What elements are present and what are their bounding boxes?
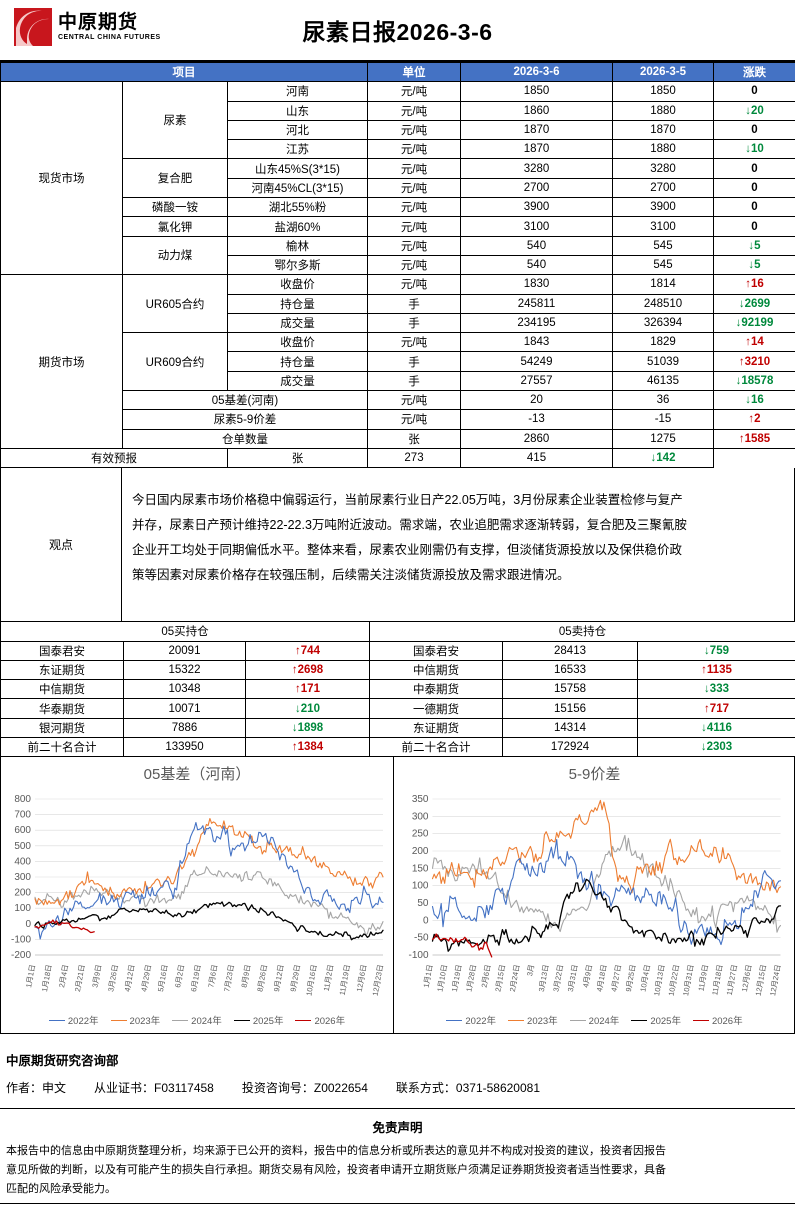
svg-text:800: 800 — [14, 794, 31, 805]
svg-text:1月1日: 1月1日 — [422, 964, 435, 989]
svg-text:10月22日: 10月22日 — [667, 964, 681, 997]
svg-text:300: 300 — [412, 812, 429, 823]
svg-text:250: 250 — [412, 829, 429, 840]
svg-text:0: 0 — [423, 916, 429, 927]
svg-text:9月12日: 9月12日 — [272, 964, 286, 993]
svg-text:50: 50 — [417, 898, 429, 909]
svg-text:11月2日: 11月2日 — [322, 964, 336, 992]
svg-text:3月9日: 3月9日 — [90, 964, 103, 989]
svg-text:400: 400 — [14, 857, 31, 868]
svg-text:-50: -50 — [414, 933, 429, 944]
svg-text:10月16日: 10月16日 — [304, 964, 318, 997]
svg-text:12月24日: 12月24日 — [768, 964, 782, 997]
svg-text:3月: 3月 — [525, 964, 536, 977]
svg-text:10月4日: 10月4日 — [638, 964, 652, 993]
svg-text:1月10日: 1月10日 — [435, 964, 449, 993]
svg-text:11月18日: 11月18日 — [710, 964, 724, 996]
svg-text:11月19日: 11月19日 — [338, 964, 352, 996]
svg-text:4月27日: 4月27日 — [609, 964, 623, 993]
svg-text:1月18日: 1月18日 — [40, 964, 54, 993]
svg-text:-100: -100 — [408, 950, 428, 961]
svg-text:8月9日: 8月9日 — [239, 964, 252, 989]
svg-text:12月15日: 12月15日 — [754, 964, 768, 997]
svg-text:8月26日: 8月26日 — [255, 964, 269, 993]
svg-text:5月16日: 5月16日 — [156, 964, 170, 993]
svg-text:600: 600 — [14, 826, 31, 837]
svg-text:10月13日: 10月13日 — [652, 964, 666, 997]
svg-text:7月23日: 7月23日 — [222, 964, 236, 993]
svg-text:200: 200 — [412, 846, 429, 857]
svg-text:11月9日: 11月9日 — [696, 964, 710, 992]
svg-text:4月18日: 4月18日 — [595, 964, 609, 993]
svg-text:4月12日: 4月12日 — [123, 964, 137, 993]
svg-text:11月27日: 11月27日 — [725, 964, 739, 996]
svg-text:100: 100 — [412, 881, 429, 892]
svg-text:6月2日: 6月2日 — [173, 964, 186, 989]
svg-text:9月29日: 9月29日 — [288, 964, 302, 993]
svg-text:4月9日: 4月9日 — [581, 964, 594, 989]
svg-text:9月25日: 9月25日 — [624, 964, 638, 993]
svg-text:12月23日: 12月23日 — [371, 964, 385, 997]
svg-text:2月4日: 2月4日 — [57, 964, 70, 989]
svg-text:6月19日: 6月19日 — [189, 964, 203, 993]
svg-text:300: 300 — [14, 872, 31, 883]
svg-text:3月22日: 3月22日 — [551, 964, 565, 993]
svg-text:3月31日: 3月31日 — [566, 964, 580, 993]
svg-text:700: 700 — [14, 810, 31, 821]
svg-text:350: 350 — [412, 794, 429, 805]
svg-text:500: 500 — [14, 841, 31, 852]
svg-text:1月1日: 1月1日 — [24, 964, 37, 989]
svg-text:2月24日: 2月24日 — [508, 964, 522, 993]
svg-text:12月6日: 12月6日 — [355, 964, 369, 993]
svg-text:0: 0 — [25, 919, 31, 930]
svg-text:7月6日: 7月6日 — [206, 964, 219, 989]
svg-text:200: 200 — [14, 888, 31, 899]
svg-text:-200: -200 — [11, 950, 31, 961]
svg-text:2月21日: 2月21日 — [73, 964, 87, 993]
svg-text:4月29日: 4月29日 — [139, 964, 153, 993]
svg-text:150: 150 — [412, 864, 429, 875]
svg-text:3月13日: 3月13日 — [537, 964, 551, 993]
svg-text:2月15日: 2月15日 — [493, 964, 507, 993]
svg-text:1月28日: 1月28日 — [464, 964, 478, 993]
svg-text:10月31日: 10月31日 — [681, 964, 695, 997]
svg-text:12月6日: 12月6日 — [740, 964, 754, 993]
svg-text:3月26日: 3月26日 — [106, 964, 120, 993]
svg-text:1月19日: 1月19日 — [450, 964, 464, 993]
svg-text:2月6日: 2月6日 — [480, 964, 493, 989]
svg-text:100: 100 — [14, 904, 31, 915]
svg-text:-100: -100 — [11, 935, 31, 946]
